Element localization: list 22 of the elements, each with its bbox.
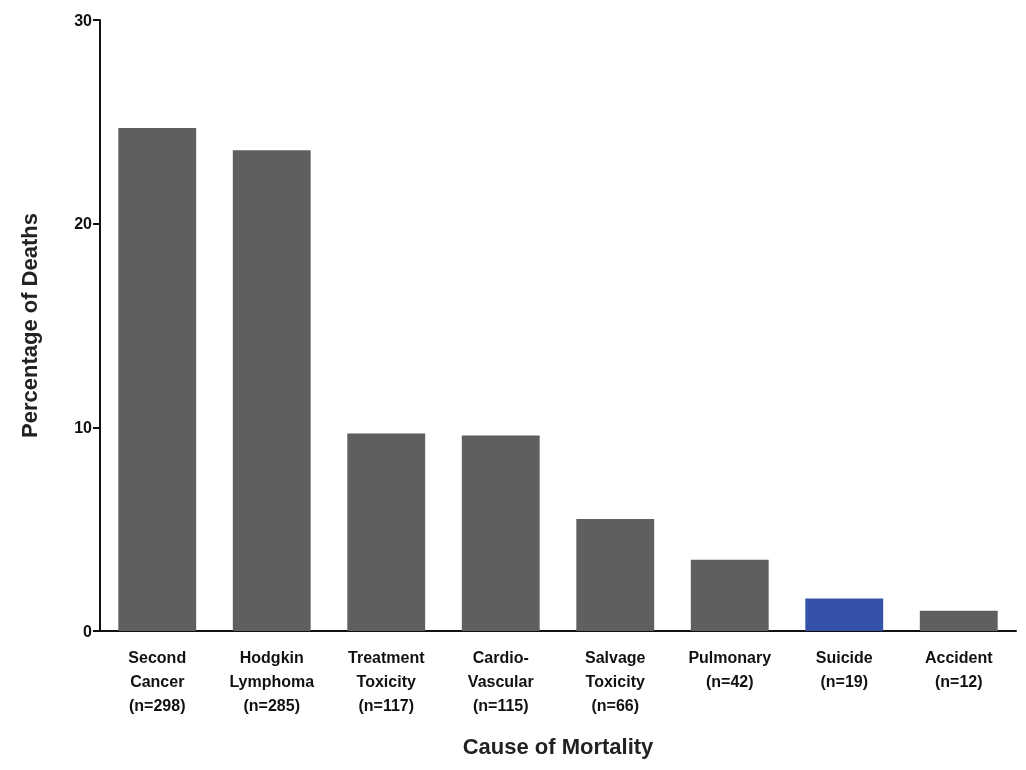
bar bbox=[232, 150, 311, 631]
x-tick-label: Pulmonary (n=42) bbox=[688, 648, 772, 690]
x-tick-label: Suicide (n=19) bbox=[815, 648, 873, 690]
x-tick-label: Second Cancer (n=298) bbox=[128, 648, 187, 714]
y-tick-label: 0 bbox=[83, 622, 93, 640]
bar bbox=[118, 127, 197, 631]
x-tick-label: Accident (n=12) bbox=[924, 648, 994, 690]
x-tick-label: Cardio- Vascular (n=115) bbox=[467, 648, 534, 714]
bar bbox=[690, 559, 769, 631]
bar bbox=[461, 435, 540, 631]
x-axis-title: Cause of Mortality bbox=[462, 733, 655, 759]
y-tick-label: 10 bbox=[74, 418, 93, 436]
x-tick-label: Salvage Toxicity (n=66) bbox=[585, 648, 646, 714]
x-tick-label: Treatment Toxicity (n=117) bbox=[348, 648, 426, 714]
bar bbox=[919, 610, 998, 631]
x-tick-label: Hodgkin Lymphoma (n=285) bbox=[229, 648, 315, 714]
y-tick-label: 30 bbox=[74, 11, 93, 29]
y-tick-label: 20 bbox=[74, 215, 93, 233]
bar bbox=[805, 598, 884, 631]
bar bbox=[347, 433, 426, 631]
bar bbox=[576, 518, 655, 631]
y-axis-title: Percentage of Deaths bbox=[16, 213, 42, 438]
